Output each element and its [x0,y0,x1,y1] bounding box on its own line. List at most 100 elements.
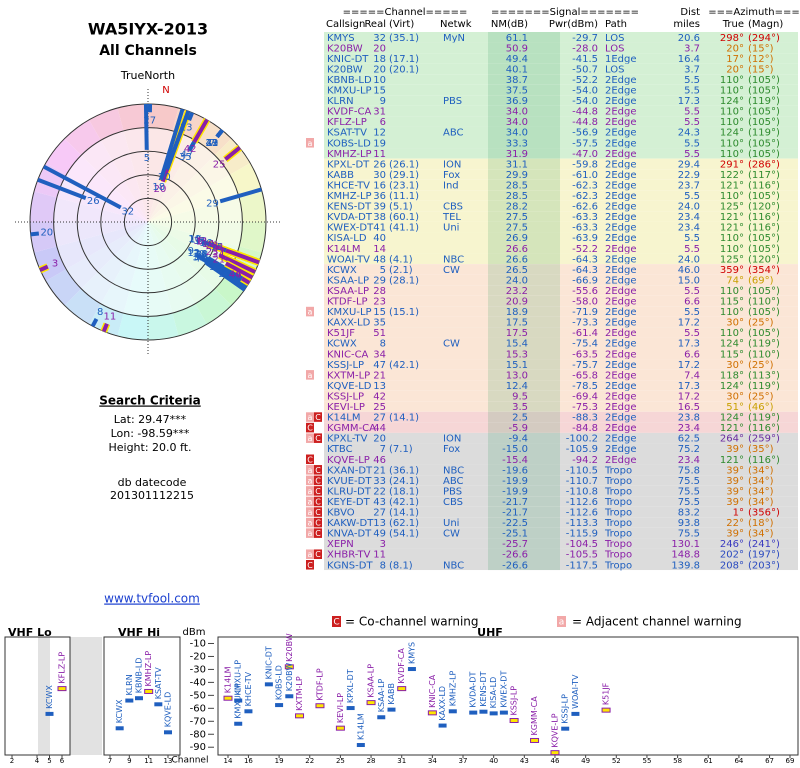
cell-dist: 6.6 [684,349,700,360]
cell-virt: (54.1) [389,529,419,540]
cell-ch: 33 [373,476,386,487]
spoke-label: 38 [196,249,209,260]
cell-pwr: -117.5 [566,560,598,571]
cell-pwr: -50.7 [572,64,598,75]
nm-shade [488,295,560,307]
cell-pwr: -29.7 [572,33,598,44]
spoke-label: 29 [206,199,219,210]
row-background [324,464,798,476]
cell-net: Ind [443,180,459,191]
flag-icon [314,412,322,422]
signal-bar [499,710,508,715]
cell-dist: 5.5 [684,233,700,244]
signal-label: KEVI-LP [336,693,345,723]
x-tick-label: 55 [642,757,651,765]
cell-dist: 83.2 [678,508,700,519]
signal-label: KXTM-LP [295,676,304,711]
cell-dist: 75.5 [678,529,700,540]
signal-bar [115,726,124,731]
cell-virt: (17.1) [389,54,419,65]
column-header: (Magn) [748,19,783,30]
cell-cs: KLRN [327,96,354,107]
flag-text: C [315,434,321,443]
spoke [219,187,262,204]
spoke-label: 12 [187,248,200,259]
signal-label: KABB [387,683,396,705]
cell-nm: 17.5 [506,328,528,339]
cell-magn: (120°) [748,202,780,213]
signal-bar [427,710,437,716]
cell-azl: 110° [720,244,744,255]
cell-azl: 110° [720,307,744,318]
band-name: VHF Hi [118,626,160,639]
cell-net: NBC [443,465,464,476]
cell-azl: 291° [720,159,744,170]
flag-text: a [308,529,313,538]
spoke-label: 20 [40,228,53,239]
cell-cs: KPXL-TV [327,434,368,445]
row-background [324,53,798,64]
cell-pwr: -112.6 [566,497,598,508]
cell-magn: (105°) [748,107,780,118]
spoke-label: 51 [212,243,225,254]
cell-magn: (354°) [748,265,780,276]
cell-dist: 5.5 [684,149,700,160]
cell-pwr: -69.4 [572,391,598,402]
cell-ch: 7 [380,444,386,455]
signal-label: KHCE-TV [244,671,253,706]
signal-label: KSAT-TV [154,667,163,700]
row-background [324,84,798,96]
flag-icon [306,412,314,422]
cell-nm: -19.6 [502,465,528,476]
y-axis-label: dBm [183,627,206,638]
nm-shade [488,42,560,54]
flag-text: a [308,519,313,528]
cell-ch: 34 [373,349,386,360]
signal-bar [57,686,67,692]
cell-nm: 3.5 [512,402,528,413]
cell-ch: 23 [373,297,386,308]
flag-text: C [315,413,321,422]
cell-azl: 124° [720,128,744,139]
cell-path: LOS [605,33,624,44]
station-table: =====Channel===== =======Signal======= Dis… [306,7,800,571]
spoke [159,108,185,180]
cell-magn: (105°) [748,117,780,128]
cell-azl: 110° [720,286,744,297]
x-tick-label: 69 [786,757,795,765]
flag-text: a [308,466,313,475]
spectrum-chart: C = Co-channel warning a = Adjacent channel… [4,615,799,766]
flag-text: a [308,497,313,506]
site-link[interactable]: www.tvfool.com [104,592,200,606]
cell-magn: (105°) [748,138,780,149]
signal-bar [284,664,294,670]
spoke [224,261,254,280]
nm-shade [488,380,560,391]
cell-cs: KQVE-LD [327,381,372,392]
cell-net: CW [443,265,460,276]
cell-path: 2Edge [605,360,637,371]
cell-ch: 46 [373,455,386,466]
cell-net: ION [443,159,461,170]
signal-bar [407,667,416,672]
cell-cs: KNVA-DT [327,529,372,540]
cell-pwr: -61.4 [572,328,598,339]
nm-shade [488,126,560,138]
cell-azl: 110° [720,117,744,128]
cell-azl: 110° [720,328,744,339]
cell-path: 2Edge [605,223,637,234]
cell-pwr: -94.2 [572,455,598,466]
cell-net: CBS [443,497,463,508]
row-background [324,232,798,243]
cell-nm: -5.9 [508,423,528,434]
cell-dist: 23.7 [678,180,700,191]
cell-magn: (110°) [748,349,780,360]
cell-virt: (11.1) [389,191,419,202]
cell-dist: 7.4 [684,370,700,381]
cell-nm: 9.5 [512,391,528,402]
signal-label: K20BW [285,633,294,662]
cell-dist: 75.5 [678,486,700,497]
cell-ch: 13 [373,381,386,392]
x-tick-label: 5 [47,757,51,765]
cell-azl: 39° [726,476,744,487]
